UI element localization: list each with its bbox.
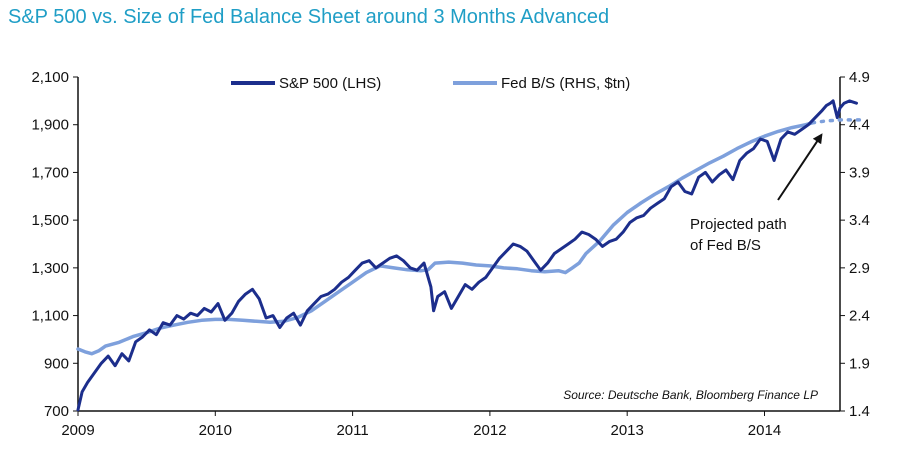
left-tick-label: 1,900: [31, 117, 69, 134]
annotation-text-line: Projected path: [690, 216, 787, 233]
annotation-text-line: of Fed B/S: [690, 237, 761, 254]
right-tick-label: 1.4: [849, 403, 870, 420]
fed-projected-line: [810, 118, 866, 125]
legend-sp500-label: S&P 500 (LHS): [279, 75, 381, 92]
right-axis: 1.4 1.9 2.4 2.9 3.4 3.9 4.4 4.9: [840, 69, 870, 420]
x-tick-label: 2009: [61, 422, 94, 439]
right-tick-label: 4.4: [849, 117, 870, 134]
left-tick-label: 2,100: [31, 69, 69, 86]
series-layer: [76, 99, 866, 412]
x-tick-label: 2011: [336, 422, 368, 439]
source-note: Source: Deutsche Bank, Bloomberg Finance…: [563, 388, 818, 402]
left-tick-label: 1,300: [31, 260, 69, 277]
fed-bs-line: [76, 121, 815, 356]
left-tick-label: 1,500: [31, 212, 69, 229]
x-axis: 2009 2010 2011 2012 2013 2014: [61, 411, 781, 439]
right-tick-label: 4.9: [849, 69, 870, 86]
chart-title: S&P 500 vs. Size of Fed Balance Sheet ar…: [8, 6, 610, 28]
left-tick-label: 900: [44, 355, 69, 372]
sp500-line: [76, 99, 858, 412]
annotation-arrow: [777, 133, 823, 201]
right-tick-label: 2.9: [849, 260, 870, 277]
left-axis: 700 900 1,100 1,300 1,500 1,700 1,900 2,100: [31, 69, 78, 420]
x-tick-label: 2012: [473, 422, 506, 439]
left-tick-label: 1,700: [31, 164, 69, 181]
right-tick-label: 3.4: [849, 212, 870, 229]
x-tick-label: 2013: [611, 422, 644, 439]
right-tick-label: 2.4: [849, 308, 870, 325]
right-tick-label: 1.9: [849, 355, 870, 372]
x-tick-label: 2010: [199, 422, 232, 439]
legend: S&P 500 (LHS) Fed B/S (RHS, $tn): [231, 75, 630, 92]
left-tick-label: 700: [44, 403, 69, 420]
x-tick-label: 2014: [748, 422, 781, 439]
legend-fed-bs-label: Fed B/S (RHS, $tn): [501, 75, 630, 92]
plot-frame: [77, 77, 841, 412]
left-tick-label: 1,100: [31, 308, 69, 325]
right-tick-label: 3.9: [849, 164, 870, 181]
projection-annotation: Projected path of Fed B/S: [690, 133, 823, 254]
